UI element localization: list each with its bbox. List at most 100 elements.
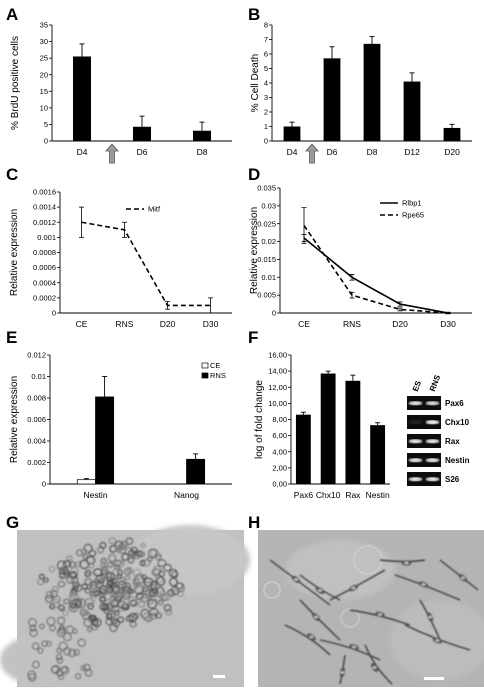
cell-nucleus (309, 635, 314, 639)
cell (62, 609, 69, 617)
cell (113, 592, 124, 601)
chart-b-ytick-label: 8 (264, 21, 268, 30)
cell (151, 580, 158, 586)
chart-d-series-rpe65-line (303, 225, 449, 314)
cell (141, 586, 151, 596)
chart-f-bar-chx10 (320, 373, 336, 484)
chart-e-ytick-label: 0.002 (27, 458, 46, 467)
gel-lane-bg (407, 415, 441, 429)
gel-band-rns (425, 439, 440, 444)
cell (91, 623, 99, 631)
chart-f-ytick-label: 4,00 (272, 447, 287, 456)
cell (109, 594, 119, 603)
cell (124, 567, 132, 576)
chart-d-series-rlbp1-line (303, 237, 449, 314)
cell (69, 592, 79, 602)
cell (145, 616, 153, 623)
cell (129, 599, 138, 607)
chart-d-x-label-rns: RNS (343, 319, 361, 329)
cell-nucleus (421, 583, 426, 586)
cell (28, 618, 37, 627)
chart-c-ytick-label: 0.0004 (33, 278, 56, 287)
panel-letter-f: F (248, 328, 258, 347)
cell (63, 632, 72, 642)
cell (158, 570, 166, 578)
cell (114, 540, 124, 550)
gel-band-es (408, 458, 423, 463)
chart-c-x-label-ce: CE (76, 319, 88, 329)
gel-band-rns (425, 458, 440, 463)
panel-letter-e: E (6, 328, 17, 347)
cell (86, 556, 96, 565)
chart-c-ytick-label: 0.0012 (33, 218, 56, 227)
cell (147, 598, 158, 609)
chart-a-ytick-label: 5 (44, 120, 48, 129)
cell (137, 550, 146, 558)
gel-label-s26: S26 (445, 475, 460, 484)
gel-row-pax6: Pax6 (407, 396, 464, 410)
cell (108, 537, 117, 545)
cell (84, 578, 93, 586)
chart-d-ytick-label: 0 (272, 309, 276, 318)
cell (70, 566, 79, 575)
chart-e-ytick-label: 0.01 (31, 372, 46, 381)
cell (29, 628, 38, 637)
cell (73, 584, 83, 592)
chart-d-x-label-d20: D20 (392, 319, 408, 329)
chart-d-rlbp1-rpe65-expression: 0 0.005 0.01 0.015 0.02 0.025 0.03 0.035 CE RNS D2… (249, 184, 472, 329)
cell (58, 568, 68, 578)
cell (56, 653, 63, 661)
chart-a-bar-d4 (73, 56, 91, 141)
chart-b-y-axis-title: % Cell Death (250, 54, 261, 112)
panel-letter-b: B (248, 5, 260, 24)
cell (43, 577, 49, 583)
cell (159, 594, 168, 602)
cell (82, 553, 89, 560)
cell (50, 598, 60, 609)
chart-e-ytick-label: 0.004 (27, 437, 46, 446)
cell (88, 614, 94, 620)
cell (121, 602, 128, 608)
cell (66, 577, 73, 583)
chart-a-y-axis-title: % BrdU positive cells (10, 36, 21, 130)
cell (88, 562, 95, 569)
chart-e-legend-label-ce: CE (210, 361, 220, 370)
chart-d-series-rpe65-legend-label: Rpe65 (402, 211, 424, 220)
cell (155, 612, 163, 619)
cell-nucleus (427, 615, 433, 619)
cell (84, 597, 94, 607)
cell (111, 593, 118, 599)
chart-a-ytick-label: 25 (40, 54, 48, 63)
chart-b-ytick-label: 5 (264, 64, 268, 73)
chart-e-x-label-nanog: Nanog (174, 490, 199, 500)
cell (111, 618, 118, 625)
chart-a-x-label-d6: D6 (137, 147, 148, 157)
cell (58, 641, 68, 651)
cell (89, 584, 98, 593)
cell (37, 578, 45, 586)
chart-b-x-label-d6: D6 (327, 147, 338, 157)
chart-f-x-label-rax: Rax (345, 490, 361, 500)
cell (106, 613, 113, 621)
gel-band-rns (425, 420, 440, 425)
cell (80, 548, 87, 554)
panel-letter-d: D (248, 165, 260, 184)
cell (63, 598, 70, 605)
cell (29, 624, 37, 632)
chart-f-ytick-label: 6,00 (272, 431, 287, 440)
cell (67, 648, 77, 658)
panel-letter-c: C (6, 165, 18, 184)
cell (62, 568, 70, 575)
chart-e-nestin-nanog-expression: 0 0.002 0.004 0.006 0.008 0.01 0.012 Nestin Nano… (9, 351, 232, 500)
cell (130, 546, 138, 554)
chart-b-ytick-label: 3 (264, 93, 268, 102)
cell (125, 537, 134, 545)
chart-a-ytick-label: 15 (40, 87, 48, 96)
chart-a-bar-d6 (133, 126, 151, 141)
chart-b-arrow (305, 143, 319, 164)
cell (101, 566, 109, 575)
micrograph-h (258, 530, 484, 687)
cell (110, 617, 117, 624)
chart-b-bar-d6 (323, 58, 341, 141)
gel-row-rax: Rax (407, 434, 460, 448)
